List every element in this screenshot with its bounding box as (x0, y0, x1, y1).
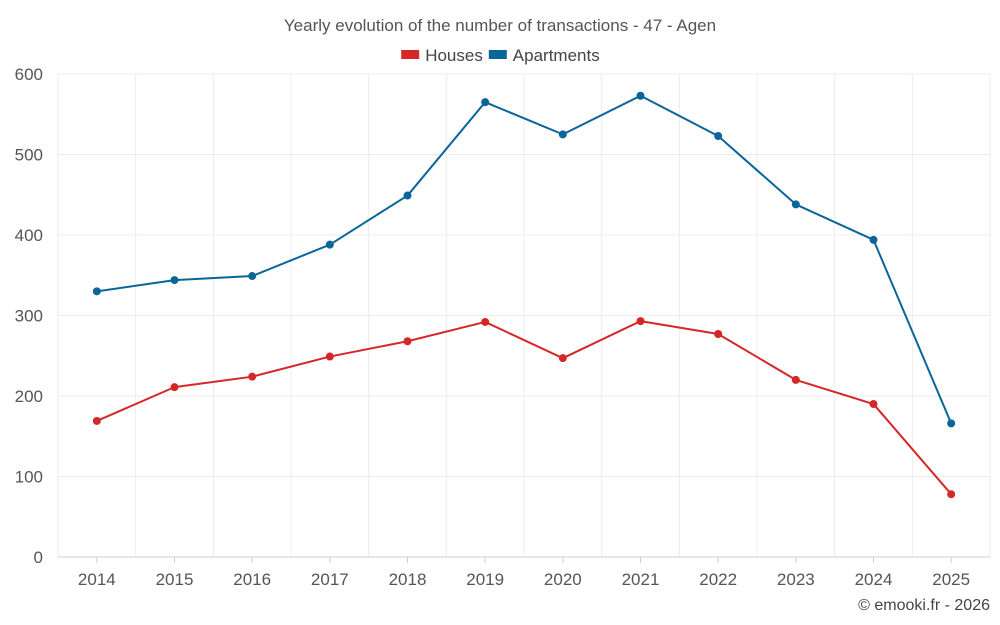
x-tick-label: 2021 (622, 570, 660, 589)
data-point-houses (325, 352, 334, 361)
legend-swatch-houses (401, 50, 420, 59)
series-line-apartments (96, 94, 953, 424)
data-point-houses (92, 416, 101, 425)
series-group (92, 91, 956, 499)
y-tick-label: 0 (34, 548, 43, 567)
data-point-apartments (403, 191, 412, 200)
legend-label-apartments: Apartments (513, 46, 600, 65)
grid-lines (57, 73, 991, 557)
x-tick-label: 2024 (855, 570, 893, 589)
x-tick-label: 2019 (466, 570, 504, 589)
x-axis: 2014 2015 2016 2017 2018 2019 2020 2021 2022 2023… (58, 556, 990, 589)
x-tick-label: 2023 (777, 570, 815, 589)
data-point-houses (714, 330, 723, 339)
data-point-houses (481, 317, 490, 326)
data-point-apartments (714, 131, 723, 140)
y-tick-label: 100 (15, 468, 43, 487)
legend-label-houses: Houses (425, 46, 483, 65)
data-point-apartments (325, 240, 334, 249)
y-tick-label: 500 (15, 146, 43, 165)
y-tick-label: 600 (15, 65, 43, 84)
legend-swatch-apartments (488, 50, 507, 59)
data-point-houses (403, 337, 412, 346)
x-tick-label: 2016 (233, 570, 271, 589)
data-point-houses (170, 383, 179, 392)
y-tick-label: 300 (15, 307, 43, 326)
x-tick-label: 2018 (389, 570, 427, 589)
data-point-apartments (636, 91, 645, 100)
y-tick-label: 200 (15, 387, 43, 406)
data-point-apartments (558, 130, 567, 139)
data-point-apartments (947, 419, 956, 428)
data-point-houses (636, 317, 645, 326)
data-point-apartments (170, 276, 179, 285)
legend: Houses Apartments (401, 46, 600, 65)
data-point-apartments (791, 200, 800, 209)
data-point-apartments (869, 235, 878, 244)
x-tick-label: 2017 (311, 570, 349, 589)
x-tick-label: 2015 (156, 570, 194, 589)
chart-title: Yearly evolution of the number of transa… (284, 16, 716, 35)
data-point-houses (947, 490, 956, 499)
data-point-houses (558, 354, 567, 363)
x-tick-label: 2014 (78, 570, 116, 589)
data-point-houses (869, 400, 878, 409)
data-point-apartments (248, 272, 257, 281)
data-point-houses (791, 375, 800, 384)
credit-text: © emooki.fr - 2026 (858, 597, 990, 614)
data-point-apartments (481, 98, 490, 107)
y-tick-label: 400 (15, 226, 43, 245)
y-axis: 0 100 200 300 400 500 600 (15, 65, 43, 567)
x-tick-label: 2020 (544, 570, 582, 589)
series-line-houses (96, 320, 952, 495)
x-tick-label: 2025 (932, 570, 970, 589)
data-point-houses (248, 372, 257, 381)
x-tick-label: 2022 (699, 570, 737, 589)
data-point-apartments (92, 287, 101, 296)
